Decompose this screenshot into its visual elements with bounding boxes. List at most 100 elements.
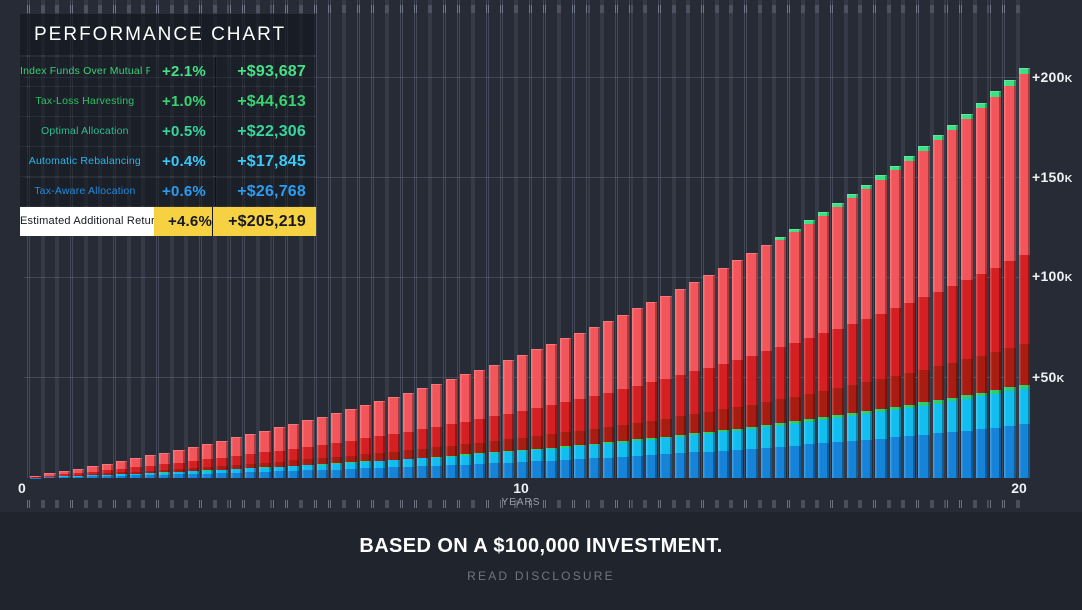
stacked-bar[interactable] <box>531 349 543 478</box>
stacked-bar[interactable] <box>459 374 472 478</box>
stacked-bar[interactable] <box>818 211 830 478</box>
stacked-bar[interactable] <box>588 326 601 478</box>
stacked-bar[interactable] <box>861 184 873 478</box>
segment-tax-aware-allocation <box>889 437 901 478</box>
stacked-bar[interactable] <box>789 228 801 478</box>
segment-optimal-allocation <box>961 359 973 396</box>
segment-tax-aware-allocation <box>588 458 601 478</box>
segment-optimal-allocation <box>431 447 443 457</box>
segment-optimal-allocation <box>72 474 85 476</box>
stacked-bar[interactable] <box>846 194 858 478</box>
stacked-bar[interactable] <box>58 471 70 478</box>
stacked-bar[interactable] <box>832 203 844 478</box>
stacked-bar[interactable] <box>144 455 156 478</box>
read-disclosure-link[interactable]: READ DISCLOSURE <box>467 569 615 583</box>
segment-mid-green-sliver <box>345 462 357 463</box>
segment-mid-green-sliver <box>631 439 644 442</box>
stacked-bar[interactable] <box>259 430 271 478</box>
segment-automatic-rebalancing <box>158 472 171 475</box>
stacked-bar[interactable] <box>287 423 300 478</box>
stacked-bar[interactable] <box>803 220 816 478</box>
stacked-bar[interactable] <box>1018 67 1030 478</box>
stacked-bar[interactable] <box>316 416 328 478</box>
stacked-bar[interactable] <box>932 135 944 478</box>
stacked-bar[interactable] <box>689 281 701 478</box>
segment-automatic-rebalancing <box>961 398 973 431</box>
stacked-bar[interactable] <box>617 314 629 478</box>
stacked-bar[interactable] <box>230 437 242 478</box>
stacked-bar[interactable] <box>904 155 916 478</box>
stacked-bar[interactable] <box>947 124 959 478</box>
stacked-bar[interactable] <box>703 274 715 478</box>
segment-tax-aware-allocation <box>617 456 629 478</box>
stacked-bar[interactable] <box>560 338 572 478</box>
stacked-bar[interactable] <box>875 175 887 478</box>
stacked-bar[interactable] <box>502 359 515 478</box>
stacked-bar[interactable] <box>30 475 42 478</box>
stacked-bar[interactable] <box>760 244 773 478</box>
stacked-bar[interactable] <box>961 113 973 478</box>
stacked-bar[interactable] <box>517 354 529 478</box>
segment-tax-loss-harvesting <box>775 346 787 400</box>
stacked-bar[interactable] <box>631 308 644 478</box>
segment-automatic-rebalancing <box>402 459 414 467</box>
segment-tax-aware-allocation <box>72 476 85 478</box>
stacked-bar[interactable] <box>918 145 930 478</box>
segment-tax-loss-harvesting <box>961 280 973 360</box>
stacked-bar[interactable] <box>402 392 414 478</box>
segment-tax-loss-harvesting <box>72 472 85 475</box>
stacked-bar[interactable] <box>1004 79 1016 478</box>
stacked-bar[interactable] <box>574 332 586 478</box>
segment-optimal-allocation <box>302 459 314 465</box>
stacked-bar[interactable] <box>603 320 615 478</box>
stacked-bar[interactable] <box>115 460 128 478</box>
stacked-bar[interactable] <box>388 396 400 478</box>
segment-tax-loss-harvesting <box>402 431 414 451</box>
segment-tax-aware-allocation <box>674 453 687 478</box>
stacked-bar[interactable] <box>674 288 687 478</box>
stacked-bar[interactable] <box>158 452 171 478</box>
stacked-bar[interactable] <box>101 463 113 478</box>
stacked-bar[interactable] <box>216 440 228 478</box>
stacked-bar[interactable] <box>201 443 214 478</box>
stacked-bar[interactable] <box>359 405 371 478</box>
stacked-bar[interactable] <box>173 449 185 478</box>
stacked-bar[interactable] <box>273 427 285 478</box>
stacked-bar[interactable] <box>330 412 343 478</box>
segment-top-green-cap <box>947 124 959 131</box>
segment-index-funds <box>201 443 214 460</box>
segment-optimal-allocation <box>560 432 572 447</box>
stacked-bar[interactable] <box>72 468 85 478</box>
stacked-bar[interactable] <box>474 369 486 478</box>
stacked-bar[interactable] <box>87 466 99 478</box>
stacked-bar[interactable] <box>975 102 987 478</box>
stacked-bar[interactable] <box>445 379 457 478</box>
stacked-bar[interactable] <box>431 383 443 478</box>
legend-row-tax-loss-harvesting: Tax-Loss Harvesting +1.0% +$44,613 <box>20 87 316 116</box>
segment-mid-green-sliver <box>531 448 543 451</box>
segment-optimal-allocation <box>918 369 930 403</box>
stacked-bar[interactable] <box>187 446 199 478</box>
segment-tax-loss-harvesting <box>316 444 328 459</box>
stacked-bar[interactable] <box>775 236 787 478</box>
stacked-bar[interactable] <box>488 364 500 478</box>
stacked-bar[interactable] <box>717 267 730 478</box>
legend-label: Estimated Additional Return <box>20 207 154 236</box>
segment-tax-aware-allocation <box>531 461 543 478</box>
stacked-bar[interactable] <box>373 400 386 478</box>
stacked-bar[interactable] <box>889 165 901 478</box>
stacked-bar[interactable] <box>660 295 672 478</box>
stacked-bar[interactable] <box>646 302 658 478</box>
stacked-bar[interactable] <box>44 473 56 478</box>
stacked-bar[interactable] <box>416 388 429 478</box>
stacked-bar[interactable] <box>732 260 744 478</box>
stacked-bar[interactable] <box>345 408 357 478</box>
stacked-bar[interactable] <box>545 343 558 478</box>
stacked-bar[interactable] <box>130 458 142 478</box>
plot-area <box>24 0 1030 478</box>
stacked-bar[interactable] <box>746 252 758 478</box>
stacked-bar[interactable] <box>244 434 257 478</box>
stacked-bar[interactable] <box>989 91 1002 478</box>
stacked-bar[interactable] <box>302 420 314 478</box>
x-axis-title: YEARS <box>501 497 541 508</box>
